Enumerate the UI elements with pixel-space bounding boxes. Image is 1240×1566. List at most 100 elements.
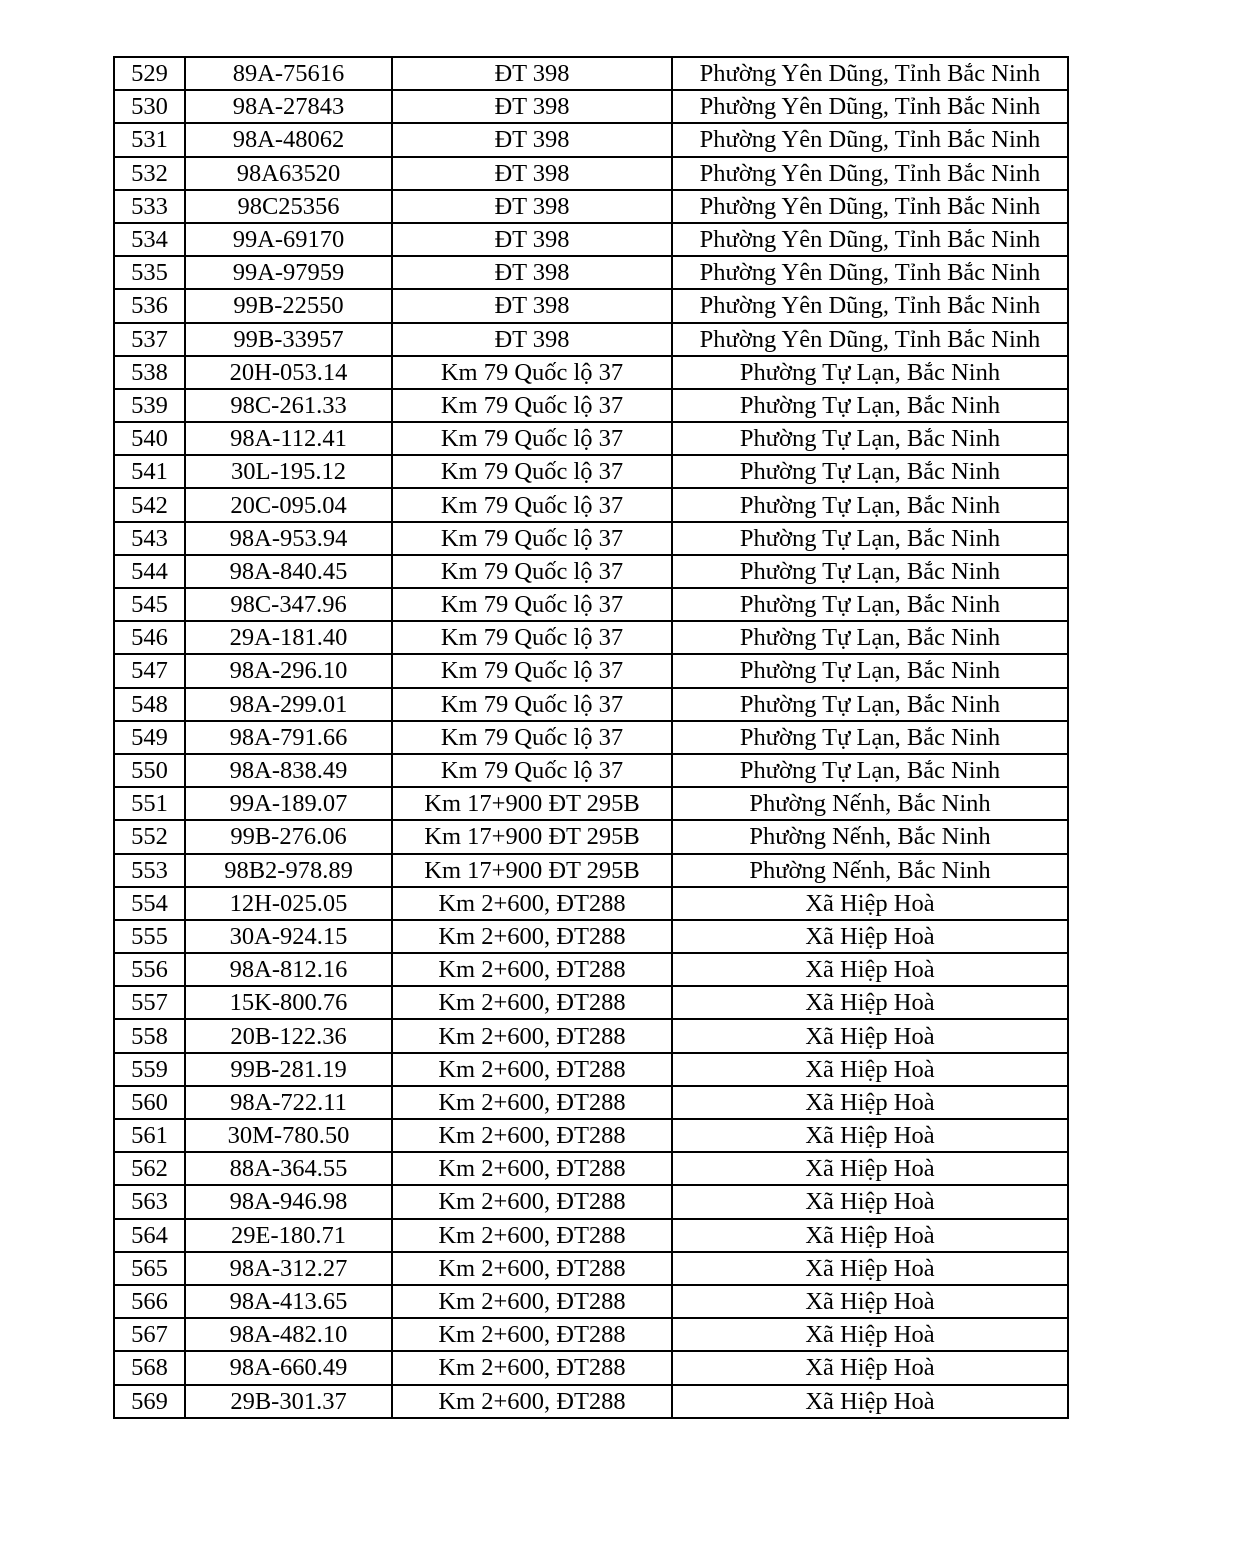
row-number-cell: 539 <box>113 387 186 424</box>
row-number-cell: 553 <box>113 852 186 888</box>
row-number-cell: 563 <box>113 1184 186 1220</box>
row-number-cell: 534 <box>113 221 186 258</box>
table-row: 548 98A-299.01 Km 79 Quốc lộ 37 Phường Tự L… <box>113 686 1069 722</box>
violation-location-cell: Km 79 Quốc lộ 37 <box>391 421 673 457</box>
row-number-cell: 562 <box>113 1151 186 1187</box>
ward-commune-cell: Phường Tự Lạn, Bắc Ninh <box>671 487 1069 523</box>
license-plate-cell: 98A-27843 <box>184 89 393 125</box>
ward-commune-cell: Phường Tự Lạn, Bắc Ninh <box>671 520 1069 556</box>
table-row: 543 98A-953.94 Km 79 Quốc lộ 37 Phường Tự L… <box>113 520 1069 556</box>
table-row: 540 98A-112.41 Km 79 Quốc lộ 37 Phường Tự L… <box>113 421 1069 457</box>
license-plate-cell: 98A-413.65 <box>184 1283 393 1320</box>
license-plate-cell: 98A-838.49 <box>184 752 393 789</box>
violation-location-cell: Km 79 Quốc lộ 37 <box>391 354 673 390</box>
ward-commune-cell: Xã Hiệp Hoà <box>671 985 1069 1021</box>
ward-commune-cell: Phường Tự Lạn, Bắc Ninh <box>671 686 1069 722</box>
license-plate-cell: 29A-181.40 <box>184 620 393 656</box>
ward-commune-cell: Phường Tự Lạn, Bắc Ninh <box>671 387 1069 424</box>
table-row: 547 98A-296.10 Km 79 Quốc lộ 37 Phường Tự L… <box>113 653 1069 689</box>
license-plate-cell: 99B-276.06 <box>184 819 393 855</box>
table-row: 550 98A-838.49 Km 79 Quốc lộ 37 Phường Tự L… <box>113 752 1069 789</box>
row-number-cell: 548 <box>113 686 186 722</box>
row-number-cell: 551 <box>113 786 186 822</box>
row-number-cell: 550 <box>113 752 186 789</box>
license-plate-cell: 99B-33957 <box>184 321 393 357</box>
license-plate-cell: 98A-791.66 <box>184 719 393 755</box>
table-row: 530 98A-27843 ĐT 398 Phường Yên Dũng, Tỉnh … <box>113 89 1069 125</box>
violation-location-cell: Km 2+600, ĐT288 <box>391 1350 673 1386</box>
license-plate-cell: 29B-301.37 <box>184 1383 393 1419</box>
table-row: 539 98C-261.33 Km 79 Quốc lộ 37 Phường Tự L… <box>113 387 1069 424</box>
table-row: 544 98A-840.45 Km 79 Quốc lộ 37 Phường Tự L… <box>113 553 1069 590</box>
ward-commune-cell: Phường Yên Dũng, Tỉnh Bắc Ninh <box>671 55 1069 92</box>
license-plate-cell: 98C-347.96 <box>184 586 393 623</box>
table-row: 555 30A-924.15 Km 2+600, ĐT288 Xã Hiệp Hoà <box>113 918 1069 955</box>
table-row: 567 98A-482.10 Km 2+600, ĐT288 Xã Hiệp Hoà <box>113 1317 1069 1353</box>
license-plate-cell: 99A-189.07 <box>184 786 393 822</box>
license-plate-cell: 88A-364.55 <box>184 1151 393 1187</box>
table-row: 554 12H-025.05 Km 2+600, ĐT288 Xã Hiệp Hoà <box>113 885 1069 921</box>
ward-commune-cell: Phường Tự Lạn, Bắc Ninh <box>671 421 1069 457</box>
row-number-cell: 554 <box>113 885 186 921</box>
license-plate-cell: 98A-48062 <box>184 122 393 158</box>
ward-commune-cell: Xã Hiệp Hoà <box>671 885 1069 921</box>
violation-location-cell: Km 2+600, ĐT288 <box>391 952 673 988</box>
row-number-cell: 561 <box>113 1117 186 1154</box>
violation-location-cell: Km 2+600, ĐT288 <box>391 1084 673 1121</box>
ward-commune-cell: Xã Hiệp Hoà <box>671 1383 1069 1419</box>
table-row: 531 98A-48062 ĐT 398 Phường Yên Dũng, Tỉnh … <box>113 122 1069 158</box>
violation-location-cell: Km 2+600, ĐT288 <box>391 1217 673 1253</box>
ward-commune-cell: Xã Hiệp Hoà <box>671 1350 1069 1386</box>
license-plate-cell: 98A-812.16 <box>184 952 393 988</box>
violation-location-cell: Km 2+600, ĐT288 <box>391 885 673 921</box>
violation-location-cell: Km 2+600, ĐT288 <box>391 918 673 955</box>
violation-location-cell: Km 17+900 ĐT 295B <box>391 819 673 855</box>
table-row: 564 29E-180.71 Km 2+600, ĐT288 Xã Hiệp Hoà <box>113 1217 1069 1253</box>
table-row: 552 99B-276.06 Km 17+900 ĐT 295B Phường Nến… <box>113 819 1069 855</box>
license-plate-cell: 30M-780.50 <box>184 1117 393 1154</box>
row-number-cell: 559 <box>113 1051 186 1087</box>
row-number-cell: 567 <box>113 1317 186 1353</box>
violation-location-cell: ĐT 398 <box>391 288 673 324</box>
ward-commune-cell: Xã Hiệp Hoà <box>671 1184 1069 1220</box>
license-plate-cell: 98A-112.41 <box>184 421 393 457</box>
ward-commune-cell: Xã Hiệp Hoà <box>671 1018 1069 1054</box>
violation-location-cell: Km 79 Quốc lộ 37 <box>391 752 673 789</box>
table-row: 562 88A-364.55 Km 2+600, ĐT288 Xã Hiệp Hoà <box>113 1151 1069 1187</box>
violation-location-cell: Km 2+600, ĐT288 <box>391 1317 673 1353</box>
row-number-cell: 543 <box>113 520 186 556</box>
row-number-cell: 552 <box>113 819 186 855</box>
table-row: 569 29B-301.37 Km 2+600, ĐT288 Xã Hiệp Hoà <box>113 1383 1069 1419</box>
license-plate-cell: 30A-924.15 <box>184 918 393 955</box>
ward-commune-cell: Phường Tự Lạn, Bắc Ninh <box>671 454 1069 490</box>
license-plate-cell: 98A-722.11 <box>184 1084 393 1121</box>
row-number-cell: 565 <box>113 1250 186 1286</box>
table-row: 549 98A-791.66 Km 79 Quốc lộ 37 Phường Tự L… <box>113 719 1069 755</box>
row-number-cell: 545 <box>113 586 186 623</box>
violation-location-cell: ĐT 398 <box>391 221 673 258</box>
ward-commune-cell: Phường Nếnh, Bắc Ninh <box>671 819 1069 855</box>
violation-location-cell: Km 79 Quốc lộ 37 <box>391 719 673 755</box>
row-number-cell: 564 <box>113 1217 186 1253</box>
table-row: 566 98A-413.65 Km 2+600, ĐT288 Xã Hiệp Hoà <box>113 1283 1069 1320</box>
license-plate-cell: 99A-97959 <box>184 255 393 291</box>
violation-location-cell: Km 79 Quốc lộ 37 <box>391 553 673 590</box>
row-number-cell: 544 <box>113 553 186 590</box>
license-plate-cell: 99A-69170 <box>184 221 393 258</box>
violation-location-cell: ĐT 398 <box>391 155 673 191</box>
violation-location-cell: Km 2+600, ĐT288 <box>391 1018 673 1054</box>
license-plate-cell: 98A-296.10 <box>184 653 393 689</box>
violation-location-cell: Km 79 Quốc lộ 37 <box>391 653 673 689</box>
ward-commune-cell: Xã Hiệp Hoà <box>671 1084 1069 1121</box>
violation-location-cell: Km 79 Quốc lộ 37 <box>391 686 673 722</box>
violation-location-cell: Km 2+600, ĐT288 <box>391 1383 673 1419</box>
violation-location-cell: Km 2+600, ĐT288 <box>391 985 673 1021</box>
violation-location-cell: Km 79 Quốc lộ 37 <box>391 487 673 523</box>
table-row: 557 15K-800.76 Km 2+600, ĐT288 Xã Hiệp Hoà <box>113 985 1069 1021</box>
row-number-cell: 549 <box>113 719 186 755</box>
license-plate-cell: 98C-261.33 <box>184 387 393 424</box>
ward-commune-cell: Xã Hiệp Hoà <box>671 1051 1069 1087</box>
ward-commune-cell: Xã Hiệp Hoà <box>671 918 1069 955</box>
ward-commune-cell: Xã Hiệp Hoà <box>671 1117 1069 1154</box>
ward-commune-cell: Phường Yên Dũng, Tỉnh Bắc Ninh <box>671 321 1069 357</box>
